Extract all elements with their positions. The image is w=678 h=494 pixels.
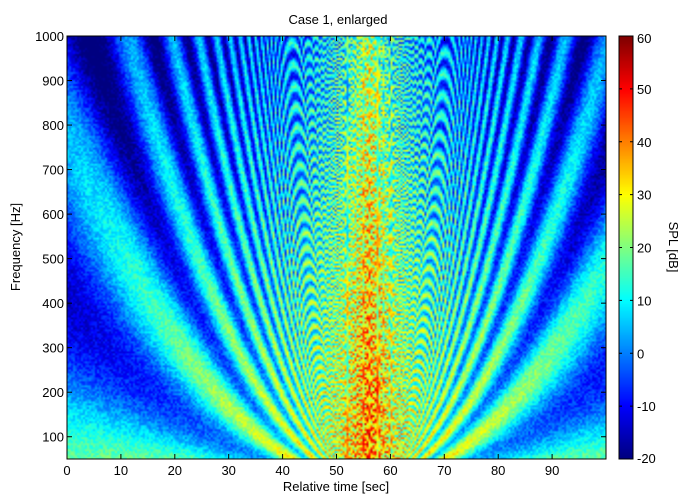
x-tick-label: 90	[545, 463, 559, 478]
colorbar-tick-label: 10	[637, 293, 651, 308]
x-tick-label: 10	[114, 463, 128, 478]
x-tick-label: 70	[437, 463, 451, 478]
y-axis-ticks: 100 200 300 400 500 600 700 800 900 1000	[35, 29, 606, 445]
colorbar: -20 -10 0 10 20 30 40 50 60	[618, 31, 656, 466]
y-tick-label: 600	[42, 207, 64, 222]
colorbar-tick-label: 50	[637, 82, 651, 97]
colorbar-ticks: -20 -10 0 10 20 30 40 50 60	[619, 31, 656, 466]
y-tick-label: 400	[42, 296, 64, 311]
y-tick-label: 200	[42, 385, 64, 400]
plot-area: 0 10 20 30 40 50 60 70 80 90 100 200 300 400 500 600 70…	[35, 29, 607, 478]
colorbar-tick-label: 30	[637, 188, 651, 203]
colorbar-tick-label: -10	[637, 399, 656, 414]
colorbar-label: SPL [dB]	[666, 222, 678, 273]
y-tick-label: 100	[42, 430, 64, 445]
chart-title: Case 1, enlarged	[288, 12, 387, 27]
spectrogram-heatmap	[67, 36, 606, 459]
colorbar-tick-label: 40	[637, 135, 651, 150]
y-tick-label: 1000	[35, 29, 64, 44]
colorbar-tick-label: -20	[637, 451, 656, 466]
x-tick-label: 20	[168, 463, 182, 478]
x-tick-label: 30	[221, 463, 235, 478]
x-axis-label: Relative time [sec]	[283, 479, 389, 494]
x-tick-label: 40	[275, 463, 289, 478]
x-axis-ticks: 0 10 20 30 40 50 60 70 80 90	[63, 36, 559, 478]
colorbar-gradient	[619, 36, 633, 459]
y-tick-label: 500	[42, 252, 64, 267]
y-tick-label: 300	[42, 341, 64, 356]
x-tick-label: 50	[329, 463, 343, 478]
x-tick-label: 60	[383, 463, 397, 478]
y-tick-label: 700	[42, 163, 64, 178]
x-tick-label: 0	[63, 463, 70, 478]
y-axis-label: Frequency [Hz]	[8, 203, 23, 291]
colorbar-tick-label: 0	[637, 346, 644, 361]
y-tick-label: 900	[42, 74, 64, 89]
colorbar-tick-label: 20	[637, 241, 651, 256]
x-tick-label: 80	[491, 463, 505, 478]
y-tick-label: 800	[42, 118, 64, 133]
colorbar-tick-label: 60	[637, 31, 651, 46]
